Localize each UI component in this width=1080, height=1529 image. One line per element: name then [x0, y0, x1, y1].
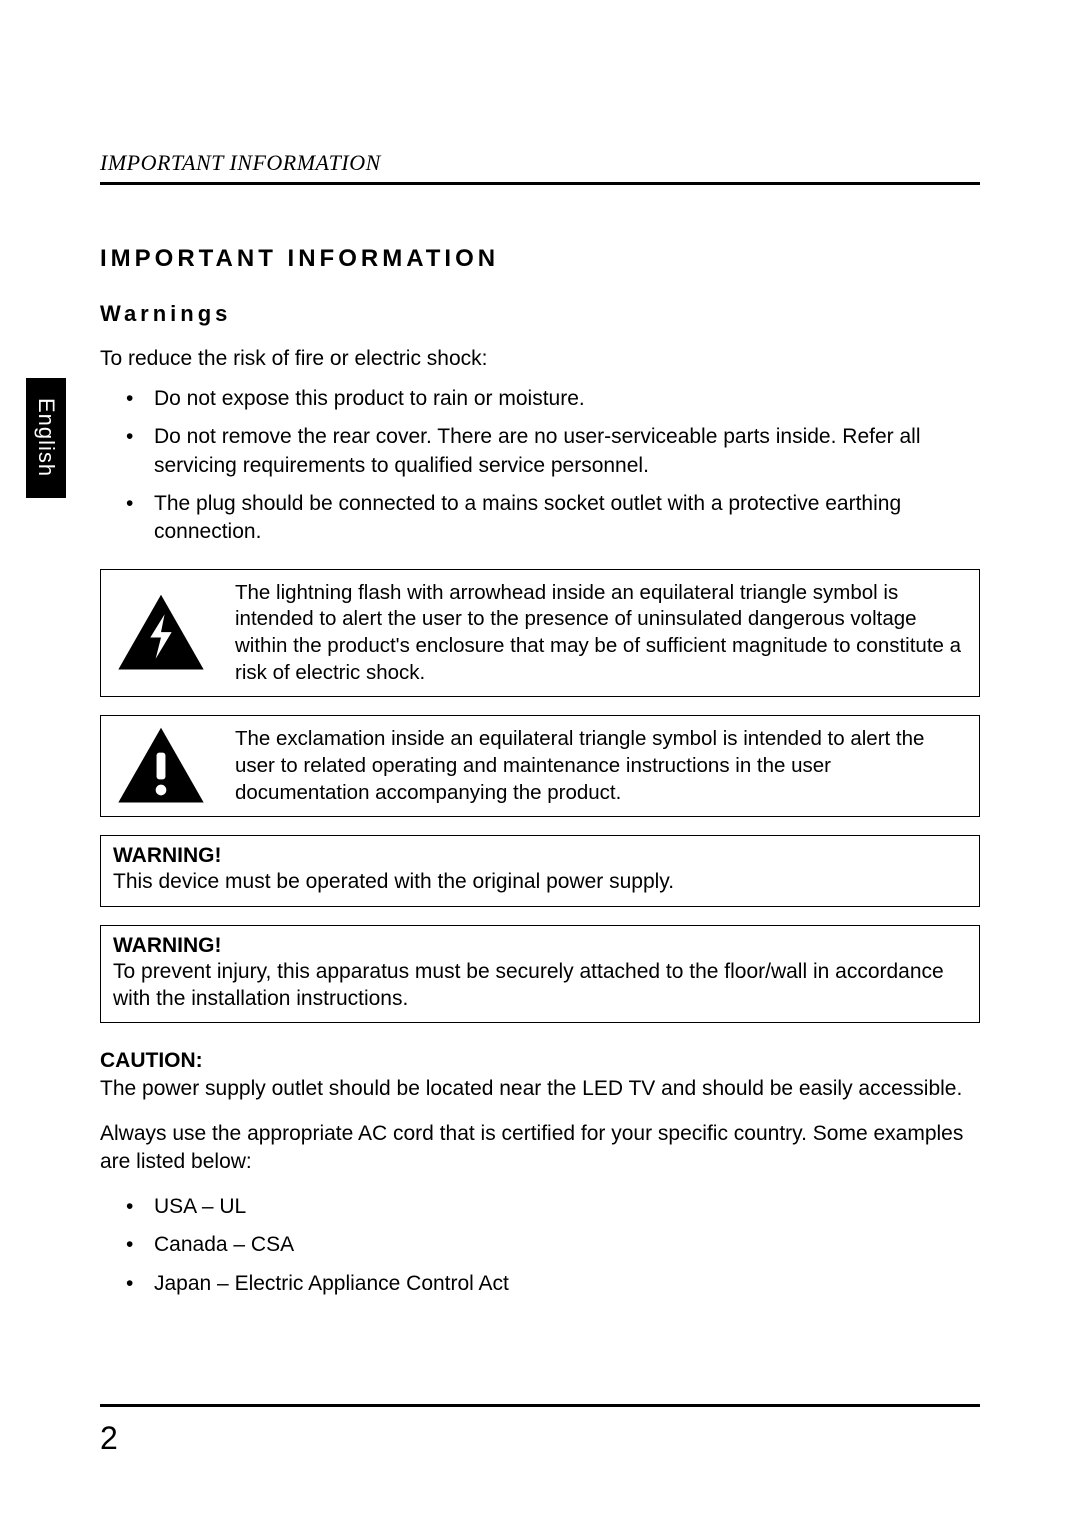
- warning-box: WARNING! This device must be operated wi…: [100, 835, 980, 906]
- warning-label: WARNING!: [113, 934, 967, 958]
- caution-para-1: The power supply outlet should be locate…: [100, 1075, 980, 1102]
- caution-label: CAUTION:: [100, 1049, 980, 1073]
- warning-label: WARNING!: [113, 844, 967, 868]
- warnings-title: Warnings: [100, 301, 980, 327]
- cord-examples-list: USA – UL Canada – CSA Japan – Electric A…: [100, 1193, 980, 1298]
- list-item: Do not remove the rear cover. There are …: [136, 423, 980, 480]
- section-title: IMPORTANT INFORMATION: [100, 245, 980, 273]
- running-header: IMPORTANT INFORMATION: [100, 150, 980, 176]
- page-number: 2: [100, 1420, 118, 1457]
- warning-body: This device must be operated with the or…: [113, 868, 967, 895]
- side-tab-label: English: [33, 398, 59, 477]
- lightning-triangle-icon: [111, 593, 211, 673]
- symbol-box-text: The exclamation inside an equilateral tr…: [235, 726, 963, 806]
- exclamation-triangle-icon: [111, 726, 211, 806]
- list-item: USA – UL: [136, 1193, 980, 1221]
- header-rule: [100, 182, 980, 185]
- warnings-bullet-list: Do not expose this product to rain or mo…: [100, 385, 980, 547]
- symbol-box-lightning: The lightning flash with arrowhead insid…: [100, 569, 980, 698]
- footer-rule: [100, 1404, 980, 1407]
- warnings-lead: To reduce the risk of fire or electric s…: [100, 347, 980, 371]
- list-item: Japan – Electric Appliance Control Act: [136, 1270, 980, 1298]
- warning-body: To prevent injury, this apparatus must b…: [113, 958, 967, 1013]
- caution-para-2: Always use the appropriate AC cord that …: [100, 1120, 980, 1175]
- list-item: Do not expose this product to rain or mo…: [136, 385, 980, 413]
- list-item: Canada – CSA: [136, 1231, 980, 1259]
- list-item: The plug should be connected to a mains …: [136, 490, 980, 547]
- language-side-tab: English: [26, 378, 66, 498]
- document-page: English IMPORTANT INFORMATION IMPORTANT …: [0, 0, 1080, 1529]
- symbol-box-exclamation: The exclamation inside an equilateral tr…: [100, 715, 980, 817]
- symbol-box-text: The lightning flash with arrowhead insid…: [235, 580, 963, 687]
- warning-box: WARNING! To prevent injury, this apparat…: [100, 925, 980, 1024]
